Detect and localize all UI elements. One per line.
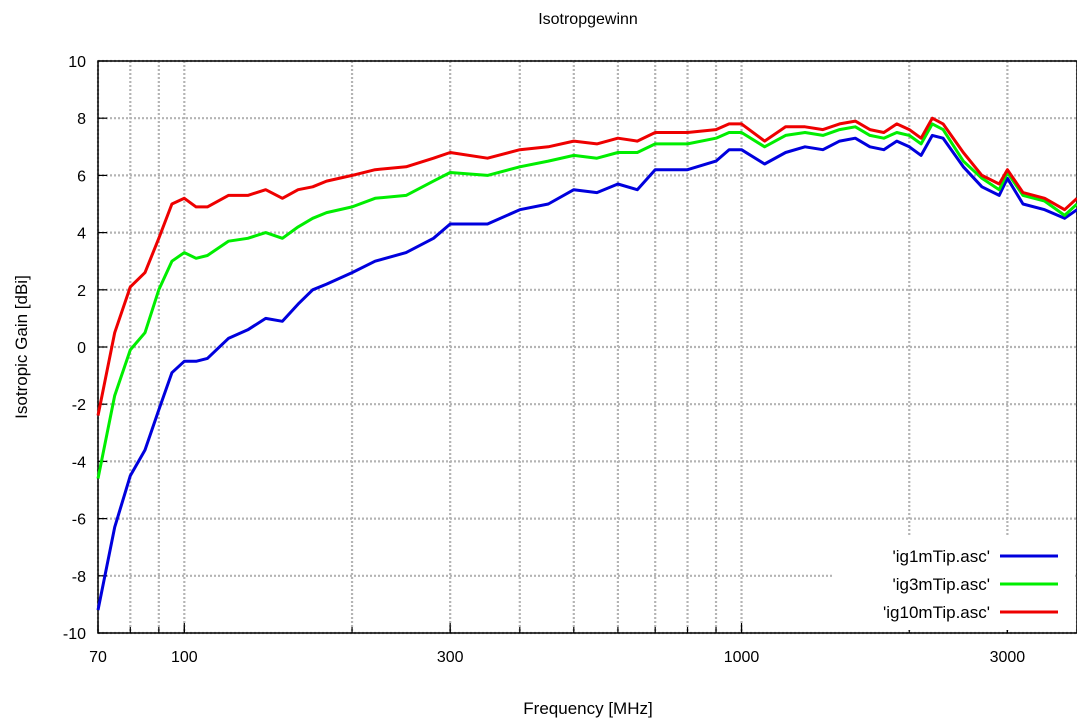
x-tick-label: 100 (171, 649, 198, 666)
y-tick-label: -2 (72, 397, 86, 414)
y-tick-label: -8 (72, 569, 86, 586)
legend-label: 'ig3mTip.asc' (892, 575, 990, 594)
y-tick-label: 8 (77, 111, 86, 128)
y-tick-label: 10 (68, 54, 86, 71)
series-group (96, 116, 1077, 611)
legend-label: 'ig1mTip.asc' (892, 547, 990, 566)
x-axis-label: Frequency [MHz] (523, 699, 652, 718)
y-tick-label: -10 (63, 626, 86, 643)
y-axis-label: Isotropic Gain [dBi] (12, 275, 31, 419)
series-line-3 (96, 116, 1077, 416)
chart-title: Isotropgewinn (538, 11, 638, 28)
y-tick-label: -4 (72, 454, 86, 471)
y-tick-label: 0 (77, 340, 86, 357)
x-tick-label: 70 (89, 649, 107, 666)
series-line-1 (96, 133, 1077, 611)
series-line-2 (96, 122, 1077, 479)
y-tick-label: 4 (77, 226, 86, 243)
axis-ticks: -10 -8 -6 -4 -2 0 2 4 6 8 10 70 100 300 1000 3000 (63, 54, 1077, 666)
legend-label: 'ig10mTip.asc' (883, 603, 990, 622)
y-tick-label: 2 (77, 283, 86, 300)
y-tick-label: -6 (72, 512, 86, 529)
x-tick-label: 3000 (990, 649, 1026, 666)
x-tick-label: 1000 (724, 649, 760, 666)
legend: 'ig1mTip.asc' 'ig3mTip.asc' 'ig10mTip.asc' (834, 537, 1075, 630)
y-tick-label: 6 (77, 168, 86, 185)
x-tick-label: 300 (437, 649, 464, 666)
